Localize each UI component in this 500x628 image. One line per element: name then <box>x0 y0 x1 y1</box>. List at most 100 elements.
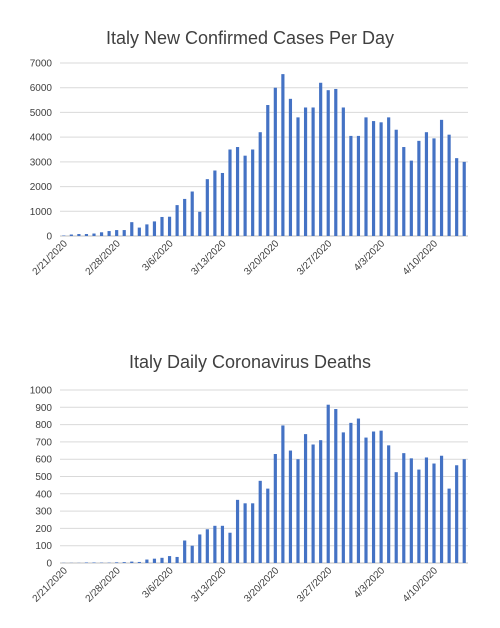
x-tick-label: 2/28/2020 <box>84 238 124 278</box>
bar <box>130 222 134 236</box>
y-tick-label: 700 <box>35 437 52 448</box>
bar <box>228 532 232 563</box>
y-tick-label: 0 <box>46 559 52 570</box>
bar <box>288 98 293 236</box>
bar <box>356 418 361 563</box>
bar <box>266 488 270 563</box>
bar <box>115 562 119 563</box>
bar <box>160 557 164 563</box>
y-tick-label: 100 <box>35 541 52 552</box>
bar <box>107 231 111 236</box>
bar <box>364 117 368 236</box>
bar <box>235 499 240 563</box>
cases-chart: Italy New Confirmed Cases Per Day 0 1000 2… <box>30 28 468 278</box>
bar <box>409 160 413 236</box>
bar <box>439 455 444 563</box>
bar <box>417 469 421 563</box>
y-tick-label: 7000 <box>30 59 53 70</box>
y-tick-label: 500 <box>35 472 52 483</box>
bar <box>296 117 300 236</box>
bar <box>198 534 202 563</box>
bar <box>205 179 209 236</box>
bar <box>92 233 96 236</box>
bar <box>424 457 429 563</box>
bar <box>349 422 353 563</box>
bar <box>334 409 338 563</box>
x-tick-label: 2/21/2020 <box>31 565 71 605</box>
bar <box>341 107 345 236</box>
bar <box>379 122 383 236</box>
y-tick-label: 2000 <box>30 182 53 193</box>
deaths-chart: Italy Daily Coronavirus Deaths 0 100 200 30… <box>0 314 500 628</box>
bar <box>198 211 202 236</box>
y-tick-label: 4000 <box>30 133 53 144</box>
bar <box>424 132 429 236</box>
x-tick-label: 3/20/2020 <box>242 238 282 278</box>
y-tick-label: 6000 <box>30 83 53 94</box>
y-tick-label: 1000 <box>30 386 53 397</box>
bar <box>273 87 277 236</box>
bar <box>273 454 277 563</box>
bar <box>145 559 149 563</box>
bar <box>130 561 134 563</box>
bar <box>243 503 247 563</box>
bar <box>243 155 247 236</box>
cases-chart-plot: 0 1000 2000 3000 4000 5000 6000 7000 2/21/2020 2/… <box>30 59 468 278</box>
bar <box>311 444 315 563</box>
bar <box>122 562 126 563</box>
x-tick-label: 3/27/2020 <box>295 238 335 278</box>
bar <box>319 440 323 563</box>
bar <box>235 147 240 236</box>
bar <box>190 545 194 563</box>
bar <box>341 432 345 563</box>
bar <box>160 216 164 236</box>
deaths-chart-plot: 0 100 200 300 400 500 600 700 800 900 1000 2/21/202… <box>30 386 468 605</box>
bar <box>137 561 141 563</box>
y-tick-label: 1000 <box>30 207 53 218</box>
bar <box>92 562 96 563</box>
y-tick-label: 200 <box>35 524 52 535</box>
bar <box>152 558 157 563</box>
bar <box>183 540 187 563</box>
bar <box>190 191 194 236</box>
bar <box>175 205 179 236</box>
bar <box>462 161 466 236</box>
bar <box>394 129 398 236</box>
bar <box>258 480 262 563</box>
bar <box>447 134 451 236</box>
bar <box>326 404 330 563</box>
bar <box>432 463 436 563</box>
bar <box>220 172 225 236</box>
x-tick-label: 2/28/2020 <box>84 565 124 605</box>
x-tick-label: 3/13/2020 <box>189 238 229 278</box>
bar <box>394 472 398 563</box>
bar <box>432 138 436 236</box>
bar <box>213 525 217 563</box>
bar <box>152 221 157 236</box>
bar <box>296 459 300 563</box>
bar <box>183 198 187 236</box>
bar <box>167 556 172 563</box>
bar <box>115 230 119 236</box>
bar <box>417 140 421 236</box>
bar <box>167 216 172 236</box>
bar <box>303 107 308 236</box>
bar <box>311 107 315 236</box>
x-tick-label: 3/27/2020 <box>295 565 335 605</box>
bar <box>402 453 406 563</box>
chart-title: Italy New Confirmed Cases Per Day <box>105 28 395 48</box>
x-tick-label: 4/10/2020 <box>401 565 441 605</box>
bar <box>228 149 232 236</box>
bar <box>69 234 73 236</box>
bar <box>462 459 466 563</box>
x-tick-label: 3/6/2020 <box>140 238 176 274</box>
bar <box>364 437 368 563</box>
bar <box>145 224 149 236</box>
x-tick-label: 4/10/2020 <box>401 238 441 278</box>
bar <box>319 82 323 237</box>
bar <box>266 105 270 236</box>
bar <box>84 562 89 563</box>
x-tick-label: 3/13/2020 <box>189 565 229 605</box>
bar <box>334 88 338 236</box>
bar <box>379 430 383 563</box>
